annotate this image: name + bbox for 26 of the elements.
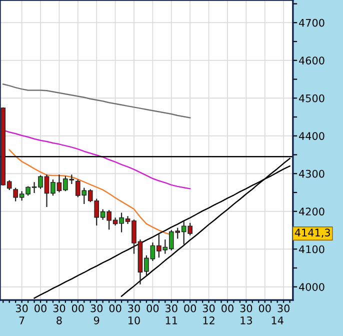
x-tick-label: 30 10	[128, 304, 140, 324]
y-tick-label: 4500	[298, 94, 324, 102]
x-tick-label: 00	[184, 304, 196, 312]
x-tick-label: 00	[146, 304, 159, 312]
x-tick-label: 00	[72, 304, 84, 312]
x-tick-label: 00	[34, 304, 46, 312]
x-tick-label: 00	[222, 304, 234, 312]
annotation: 4141,3	[294, 228, 330, 238]
x-tick-label: 00	[258, 304, 271, 312]
x-tick-label: 14	[272, 316, 284, 324]
y-tick-label: 4100	[298, 245, 324, 254]
y-tick-label: 4000	[298, 283, 324, 291]
x-tick-label: 30	[278, 304, 290, 312]
x-tick-label: 30 9	[90, 304, 103, 324]
x-tick-label: 30 13	[240, 304, 252, 324]
x-tick-label: 00	[109, 304, 122, 312]
x-tick-label: 30 11	[166, 304, 178, 324]
x-tick-label: 30 7	[16, 304, 28, 324]
y-tick-label: 4300	[298, 170, 324, 178]
line-series	[2, 84, 191, 118]
y-tick-label: 4400	[298, 132, 324, 140]
x-tick-label: 30 8	[53, 304, 66, 324]
y-tick-label: 4200	[298, 208, 324, 216]
y-tick-label: 4600	[298, 56, 324, 64]
x-tick-label: 30 12	[202, 304, 215, 324]
y-tick-label: 4700	[298, 18, 324, 27]
